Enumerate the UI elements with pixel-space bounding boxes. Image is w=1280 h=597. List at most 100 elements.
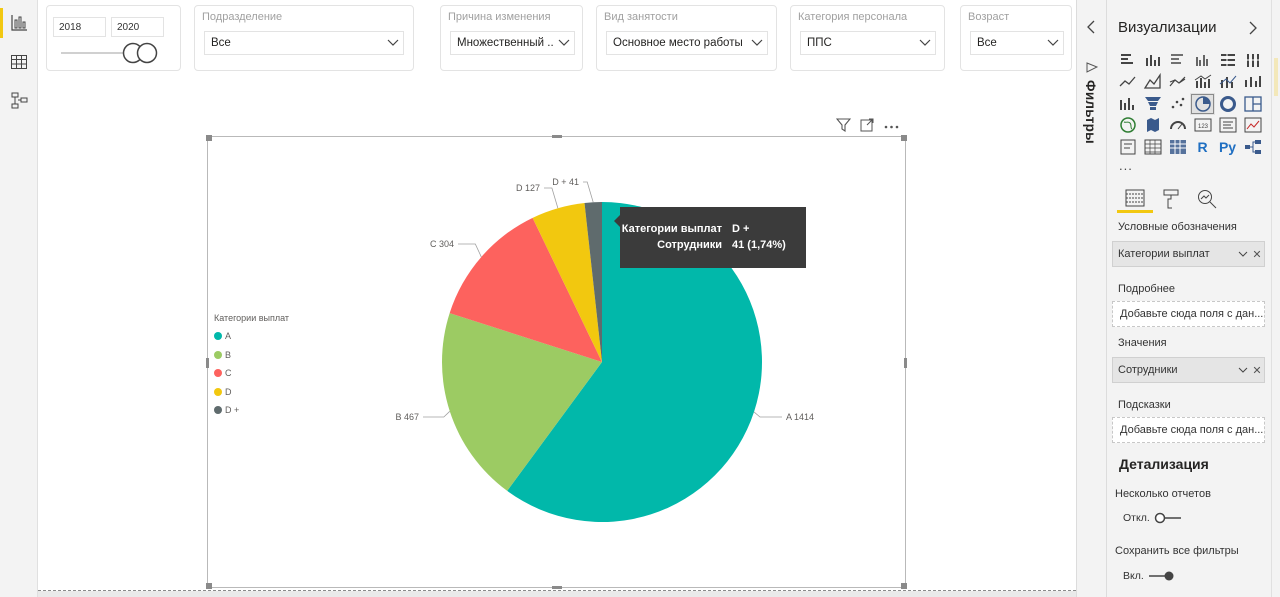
tab-fields[interactable] <box>1117 185 1153 213</box>
funnel-icon[interactable] <box>1140 93 1165 115</box>
card-icon[interactable]: 123 <box>1190 115 1215 137</box>
clustered-column-icon[interactable] <box>1190 50 1215 72</box>
tab-format[interactable] <box>1153 185 1189 213</box>
resize-handle[interactable] <box>901 135 907 141</box>
reason-dropdown[interactable]: Множественный ... <box>450 31 575 55</box>
focus-mode-icon[interactable] <box>860 118 874 135</box>
values-well[interactable]: Сотрудники ✕ <box>1112 357 1265 383</box>
legend-label: D + <box>225 405 240 416</box>
age-dropdown[interactable]: Все <box>970 31 1064 55</box>
line-column-icon[interactable] <box>1190 72 1215 94</box>
resize-handle[interactable] <box>552 135 562 138</box>
data-label: B 467 <box>395 412 419 422</box>
filter-funnel-icon <box>1086 62 1099 77</box>
gauge-icon[interactable] <box>1165 115 1190 137</box>
legend-item[interactable]: D <box>214 383 289 402</box>
multirow-card-icon[interactable] <box>1215 115 1240 137</box>
area-icon[interactable] <box>1140 72 1165 94</box>
close-icon[interactable]: ✕ <box>1252 248 1262 261</box>
pie-icon[interactable] <box>1190 93 1215 115</box>
employment-dropdown[interactable]: Основное место работы <box>606 31 768 55</box>
waterfall-icon[interactable] <box>1115 93 1140 115</box>
more-visuals-button[interactable]: ... <box>1119 158 1133 173</box>
chevron-left-icon[interactable] <box>1086 20 1096 37</box>
details-well[interactable]: Добавьте сюда поля с дан... <box>1112 301 1265 327</box>
pie-slice-D[interactable] <box>532 202 602 362</box>
chevron-down-icon <box>915 33 935 53</box>
year-to-input[interactable]: 2020 <box>111 17 164 37</box>
year-range-slider[interactable] <box>61 42 171 64</box>
more-options-icon[interactable] <box>884 120 899 132</box>
stacked-area-icon[interactable] <box>1165 72 1190 94</box>
model-view-button[interactable] <box>0 82 38 118</box>
filled-map-icon[interactable] <box>1140 115 1165 137</box>
table-icon[interactable] <box>1140 136 1165 158</box>
legend-item[interactable]: B <box>214 346 289 365</box>
resize-handle[interactable] <box>901 583 907 589</box>
filters-pane-label[interactable]: Фильтры <box>1083 80 1098 144</box>
pie-slice-Dplus[interactable] <box>584 202 602 362</box>
report-view-button[interactable] <box>0 4 38 40</box>
year-from-input[interactable]: 2018 <box>53 17 106 37</box>
scatter-icon[interactable] <box>1165 93 1190 115</box>
treemap-icon[interactable] <box>1240 93 1265 115</box>
tooltips-well-label: Подсказки <box>1118 399 1171 411</box>
bar-chart-icon <box>10 14 27 31</box>
resize-handle[interactable] <box>552 586 562 589</box>
100-column-icon[interactable] <box>1240 50 1265 72</box>
leader-line <box>753 411 782 418</box>
pie-chart[interactable]: A 1414 B 467 C 304 D 127 D + 41 <box>38 0 1076 591</box>
category-dropdown[interactable]: ППС <box>800 31 936 55</box>
tooltips-well[interactable]: Добавьте сюда поля с дан... <box>1112 417 1265 443</box>
slicer-title: Категория персонала <box>798 11 908 23</box>
matrix-icon[interactable] <box>1165 136 1190 158</box>
clustered-bar-icon[interactable] <box>1165 50 1190 72</box>
data-view-button[interactable] <box>0 44 38 80</box>
resize-handle[interactable] <box>206 358 209 368</box>
resize-handle[interactable] <box>904 358 907 368</box>
pane-scroll-indicator <box>1274 58 1278 96</box>
100-bar-icon[interactable] <box>1215 50 1240 72</box>
python-visual-icon[interactable]: Py <box>1215 136 1240 158</box>
details-well-label: Подробнее <box>1118 283 1176 295</box>
resize-handle[interactable] <box>206 583 212 589</box>
decomposition-tree-icon[interactable] <box>1240 136 1265 158</box>
filter-icon[interactable] <box>835 117 852 135</box>
tab-analytics[interactable] <box>1189 185 1225 213</box>
subdivision-dropdown[interactable]: Все <box>204 31 404 55</box>
year-slicer[interactable]: 2018 2020 <box>46 5 181 71</box>
stacked-column-icon[interactable] <box>1140 50 1165 72</box>
kpi-icon[interactable] <box>1240 115 1265 137</box>
map-icon[interactable] <box>1115 115 1140 137</box>
chevron-down-icon[interactable] <box>1236 248 1250 260</box>
close-icon[interactable]: ✕ <box>1252 364 1262 377</box>
pie-visual-container[interactable] <box>206 135 907 589</box>
multi-report-toggle[interactable]: Откл. <box>1123 512 1182 524</box>
tooltips-placeholder: Добавьте сюда поля с дан... <box>1120 424 1264 436</box>
keep-filters-toggle[interactable]: Вкл. <box>1123 570 1176 582</box>
legend-item[interactable]: D + <box>214 401 289 420</box>
data-label: C 304 <box>430 239 454 249</box>
pie-slice-C[interactable] <box>449 217 602 362</box>
legend-item[interactable]: A <box>214 327 289 346</box>
r-visual-icon[interactable]: R <box>1190 136 1215 158</box>
dropdown-value: Множественный ... <box>457 37 554 49</box>
table-icon <box>11 55 27 69</box>
legend-item[interactable]: C <box>214 364 289 383</box>
slicer-icon[interactable] <box>1115 136 1140 158</box>
toggle-on-icon <box>1148 571 1174 581</box>
chevron-down-icon[interactable] <box>1236 364 1250 376</box>
pie-slice-B[interactable] <box>442 313 602 491</box>
donut-icon[interactable] <box>1215 93 1240 115</box>
pie-slice-A[interactable] <box>507 202 763 522</box>
stacked-bar-icon[interactable] <box>1115 50 1140 72</box>
filters-pane[interactable]: Фильтры <box>1076 0 1107 597</box>
visual-types-grid: 123 R Py <box>1115 50 1265 158</box>
legend-well[interactable]: Категории выплат ✕ <box>1112 241 1265 267</box>
ribbon-icon[interactable] <box>1240 72 1265 94</box>
line-clustered-icon[interactable] <box>1215 72 1240 94</box>
chevron-right-icon[interactable] <box>1249 21 1258 38</box>
resize-handle[interactable] <box>206 135 212 141</box>
line-icon[interactable] <box>1115 72 1140 94</box>
legend-label: D <box>225 386 232 397</box>
